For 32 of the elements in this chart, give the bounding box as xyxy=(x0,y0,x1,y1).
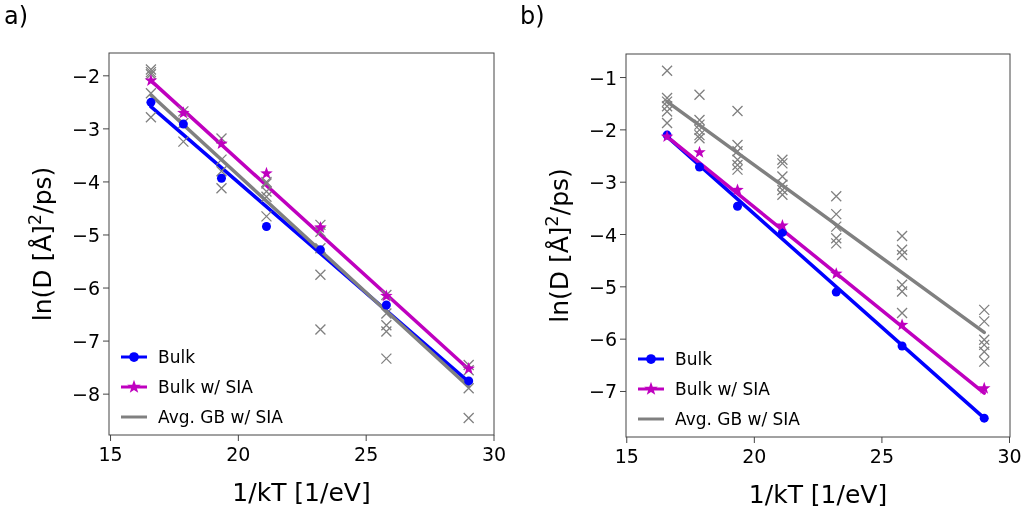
y-tick-label: −7 xyxy=(71,330,100,353)
legend-label: Avg. GB w/ SIA xyxy=(675,409,801,429)
legend-label: Bulk xyxy=(158,347,196,367)
y-tick-label: −2 xyxy=(71,64,100,87)
y-tick-label: −4 xyxy=(71,170,100,193)
y-tick-label: −7 xyxy=(588,380,617,403)
chart-title: a) xyxy=(4,2,29,30)
y-tick-label: −4 xyxy=(588,223,617,246)
legend-label: Bulk xyxy=(675,349,713,369)
y-tick-label: −6 xyxy=(588,328,617,351)
x-axis-title: 1/kT [1/eV] xyxy=(748,480,888,509)
x-axis-title: 1/kT [1/eV] xyxy=(232,478,371,507)
y-tick-label: −5 xyxy=(71,223,100,246)
y-tick-label: −2 xyxy=(588,118,617,141)
x-tick-label: 15 xyxy=(98,443,123,465)
x-tick-label: 20 xyxy=(226,443,251,465)
chart-title: b) xyxy=(520,2,545,30)
x-tick-label: 20 xyxy=(742,445,767,467)
legend-label: Avg. GB w/ SIA xyxy=(158,407,284,427)
x-tick-label: 30 xyxy=(997,445,1022,467)
y-tick-label: −6 xyxy=(71,277,100,300)
y-tick-label: −8 xyxy=(71,383,100,406)
y-tick-label: −5 xyxy=(588,275,617,298)
x-tick-label: 25 xyxy=(869,445,895,467)
x-tick-label: 25 xyxy=(354,443,379,465)
y-tick-label: −3 xyxy=(588,171,617,194)
y-tick-label: −3 xyxy=(71,117,100,140)
legend-label: Bulk w/ SIA xyxy=(158,377,254,397)
y-tick-label: −1 xyxy=(588,66,617,89)
x-tick-label: 30 xyxy=(481,443,507,465)
legend-label: Bulk w/ SIA xyxy=(675,379,771,399)
x-tick-label: 15 xyxy=(614,445,639,467)
